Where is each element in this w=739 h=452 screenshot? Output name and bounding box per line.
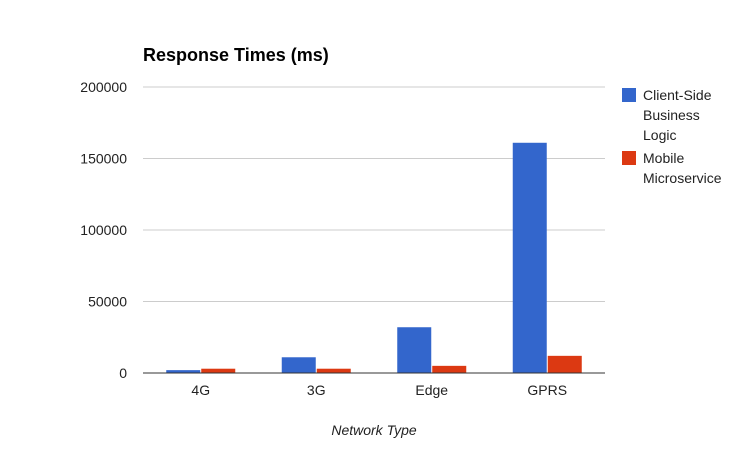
bars xyxy=(166,142,582,373)
bar-microservice-edge xyxy=(432,365,467,373)
y-axis-ticks: 0 50000 100000 150000 200000 xyxy=(80,79,127,381)
legend-swatch xyxy=(622,88,636,102)
x-tick-label: GPRS xyxy=(527,382,567,398)
y-tick-label: 100000 xyxy=(80,222,127,238)
bar-microservice-4g xyxy=(201,368,236,373)
x-axis-ticks: 4G 3G Edge GPRS xyxy=(191,382,567,398)
x-tick-label: 3G xyxy=(307,382,326,398)
bar-microservice-gprs xyxy=(547,355,582,373)
bar-client-side-edge xyxy=(397,327,432,373)
legend-label-line: Microservice xyxy=(643,170,722,186)
legend-label-line: Logic xyxy=(643,127,676,143)
y-tick-label: 150000 xyxy=(80,151,127,167)
x-axis-label: Network Type xyxy=(331,422,417,438)
legend-label-line: Business xyxy=(643,107,700,123)
x-tick-label: Edge xyxy=(415,382,448,398)
legend-swatch xyxy=(622,151,636,165)
legend: Client-Side Business Logic Mobile Microservi… xyxy=(622,87,722,186)
bar-microservice-3g xyxy=(316,368,351,373)
bar-client-side-4g xyxy=(166,370,201,373)
y-tick-label: 50000 xyxy=(88,294,127,310)
chart-title: Response Times (ms) xyxy=(143,45,329,65)
legend-label-line: Mobile xyxy=(643,150,684,166)
bar-client-side-gprs xyxy=(512,142,547,373)
legend-label-line: Client-Side xyxy=(643,87,712,103)
bar-client-side-3g xyxy=(281,357,316,373)
y-tick-label: 200000 xyxy=(80,79,127,95)
y-tick-label: 0 xyxy=(119,365,127,381)
x-tick-label: 4G xyxy=(191,382,210,398)
